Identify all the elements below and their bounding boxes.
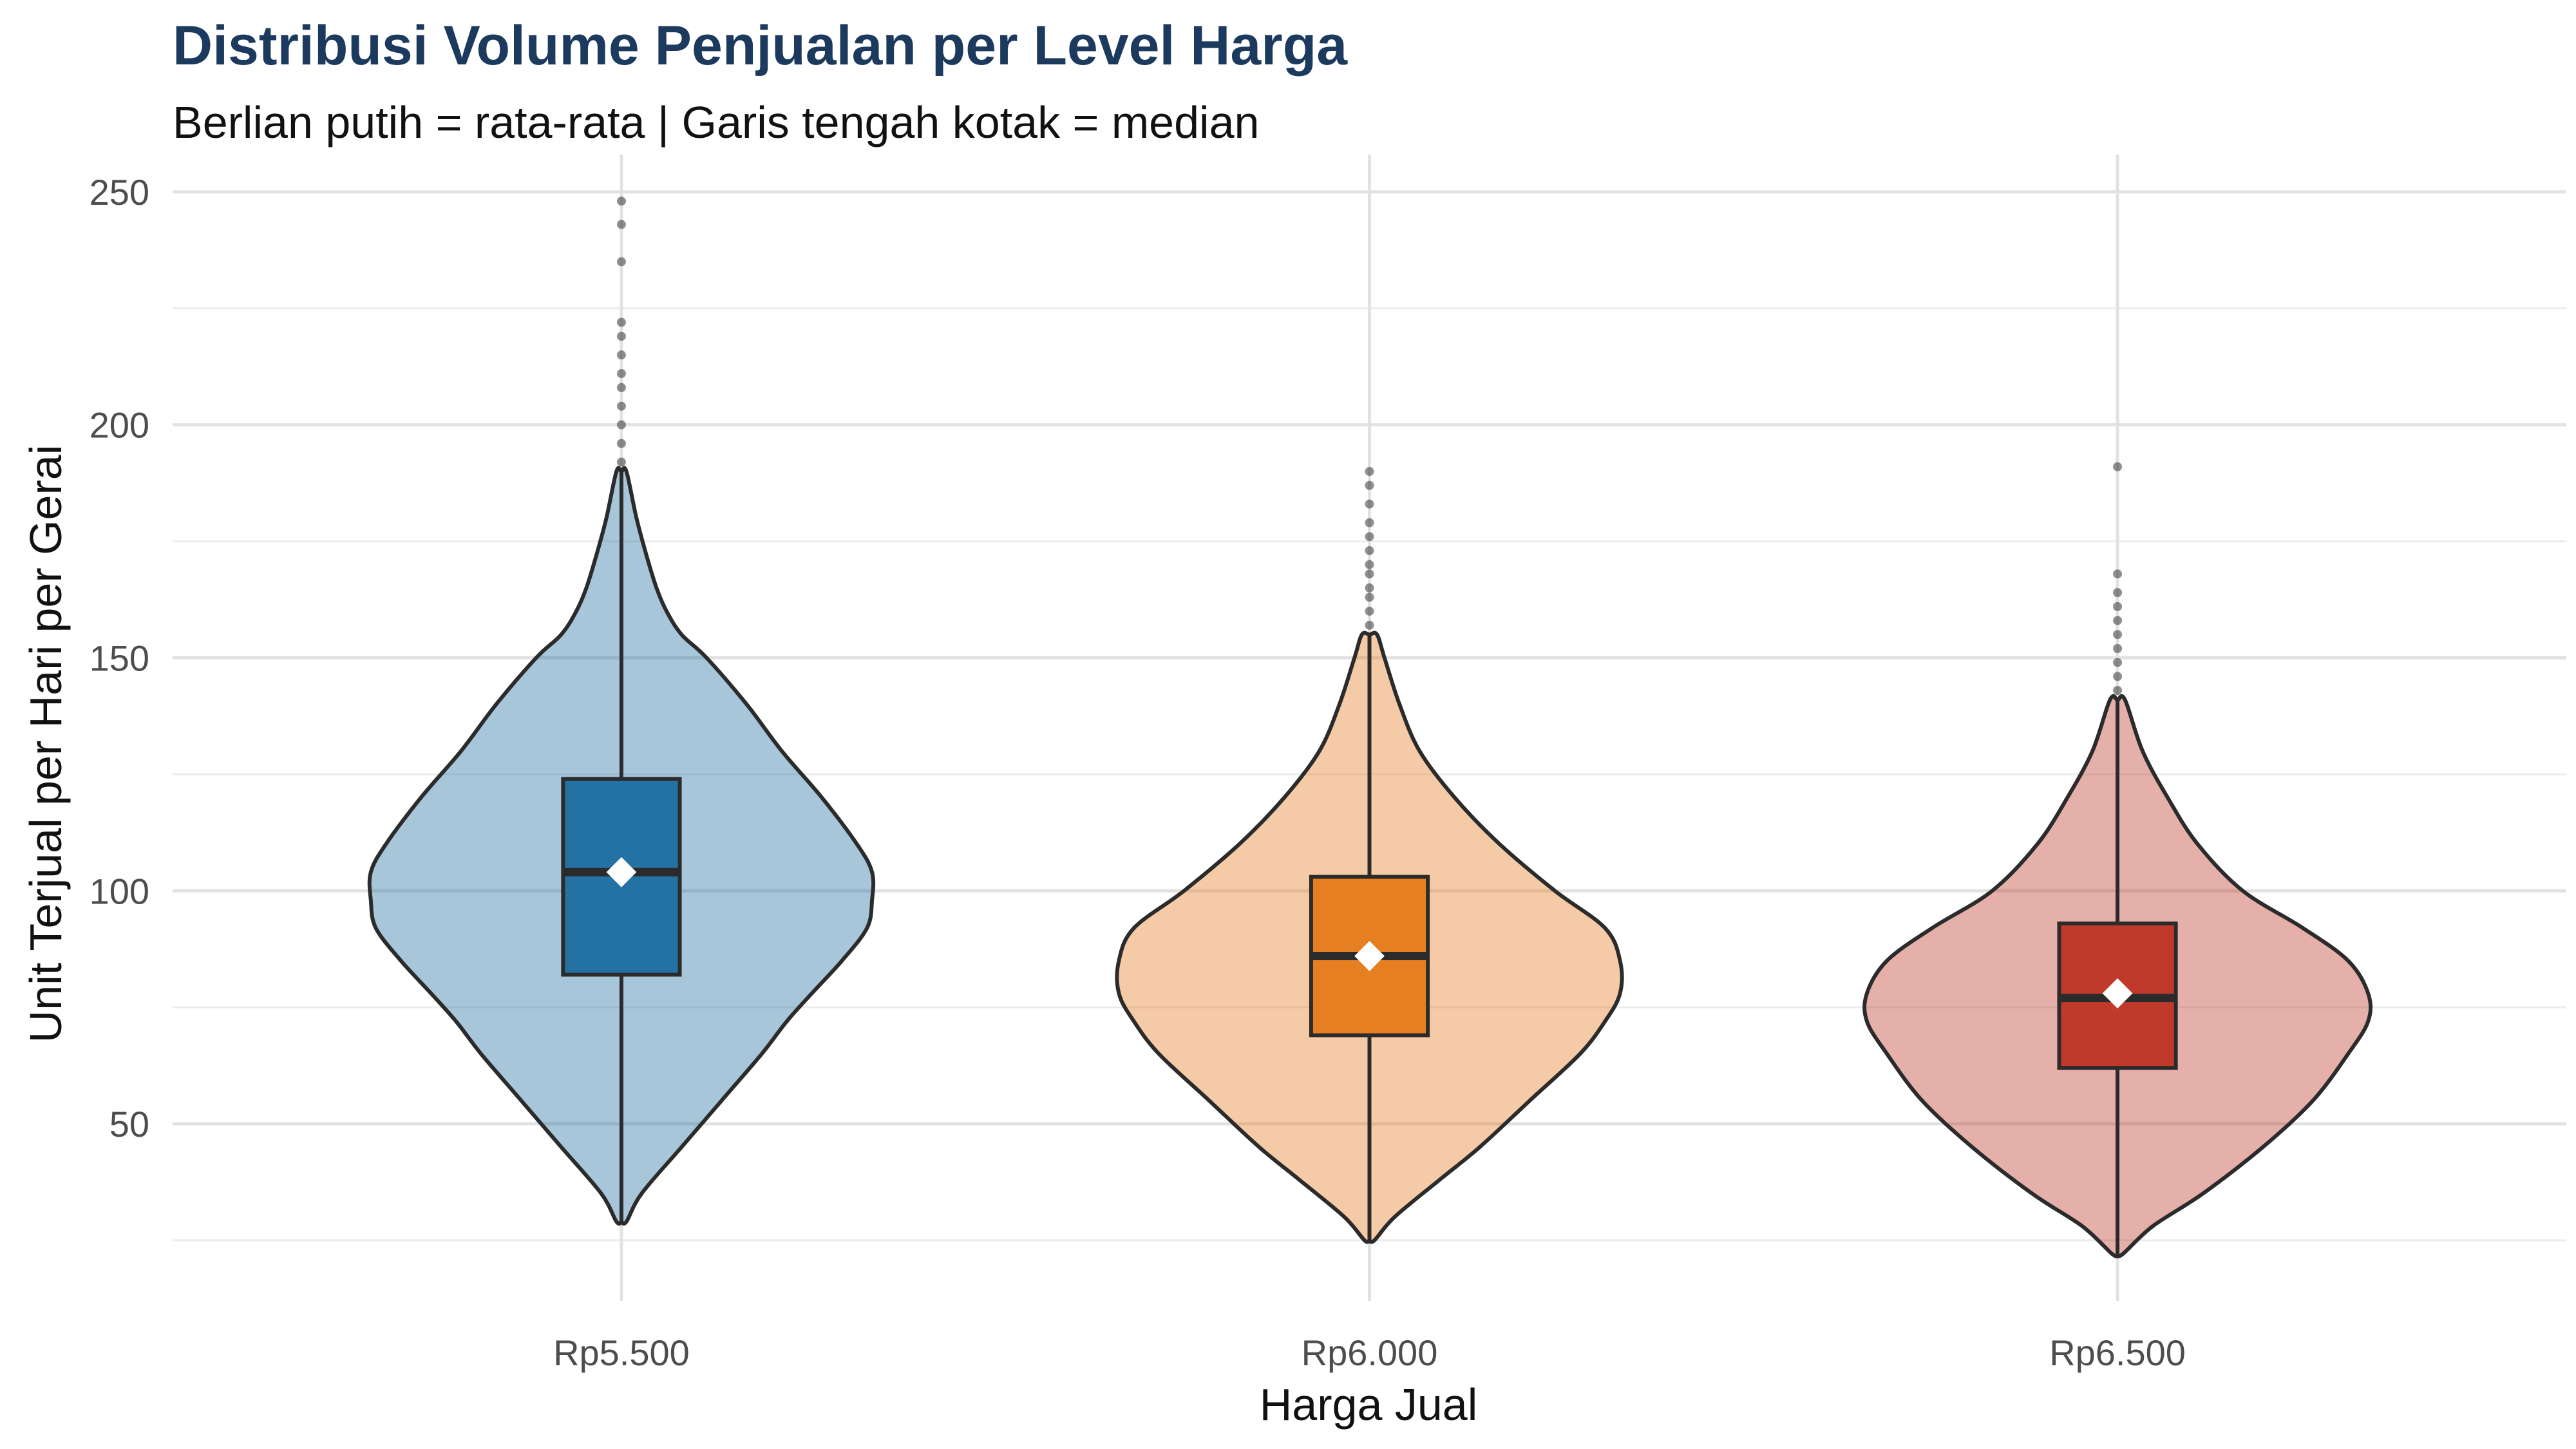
x-tick-label: Rp6.500 xyxy=(2049,1332,2186,1373)
y-tick-label: 100 xyxy=(90,871,149,911)
outlier-point xyxy=(1365,607,1374,616)
outlier-point xyxy=(2113,462,2123,471)
y-axis-title: Unit Terjual per Hari per Gerai xyxy=(21,445,71,1043)
outlier-point xyxy=(616,439,626,448)
axes: 50 100 150 200 250 Rp5.500 Rp6.000 Rp6.500 xyxy=(90,172,2186,1373)
outlier-point xyxy=(1365,560,1374,569)
outlier-point xyxy=(2113,601,2123,611)
outlier-point xyxy=(616,420,626,430)
x-tick-label: Rp6.000 xyxy=(1302,1332,1438,1373)
mean-diamond xyxy=(1354,941,1385,971)
y-tick-label: 250 xyxy=(90,172,149,213)
chart-title: Distribusi Volume Penjualan per Level Ha… xyxy=(173,15,1348,77)
outlier-point xyxy=(1365,546,1374,556)
outlier-point xyxy=(2113,588,2123,598)
outlier-point xyxy=(616,196,626,206)
outlier-point xyxy=(1365,569,1374,579)
outlier-point xyxy=(2113,616,2123,625)
outlier-point xyxy=(616,317,626,327)
mean-diamond xyxy=(2102,978,2133,1009)
chart-subtitle: Berlian putih = rata-rata | Garis tengah… xyxy=(173,97,1260,147)
outlier-point xyxy=(1365,620,1374,630)
outlier-point xyxy=(2113,569,2123,579)
boxplots xyxy=(561,196,2178,1255)
x-tick-label: Rp5.500 xyxy=(553,1332,690,1373)
outlier-point xyxy=(616,220,626,229)
outlier-point xyxy=(1365,467,1374,477)
outlier-point xyxy=(2113,686,2123,696)
y-tick-label: 150 xyxy=(90,638,149,678)
outlier-point xyxy=(1365,532,1374,542)
mean-diamond xyxy=(606,857,637,887)
outlier-point xyxy=(616,369,626,379)
outlier-point xyxy=(1365,583,1374,592)
x-axis-title: Harga Jual xyxy=(1260,1379,1478,1430)
outlier-point xyxy=(616,401,626,411)
outlier-point xyxy=(2113,658,2123,667)
outlier-point xyxy=(1365,499,1374,509)
y-tick-label: 50 xyxy=(109,1104,149,1144)
outlier-point xyxy=(1365,518,1374,527)
outlier-point xyxy=(616,383,626,392)
outlier-point xyxy=(616,332,626,341)
outlier-point xyxy=(616,257,626,267)
outlier-point xyxy=(2113,630,2123,639)
outlier-point xyxy=(1365,480,1374,490)
outlier-point xyxy=(616,350,626,360)
outlier-point xyxy=(616,457,626,467)
outlier-point xyxy=(2113,672,2123,681)
y-tick-label: 200 xyxy=(90,405,149,446)
outlier-point xyxy=(1365,592,1374,602)
outlier-point xyxy=(2113,643,2123,653)
